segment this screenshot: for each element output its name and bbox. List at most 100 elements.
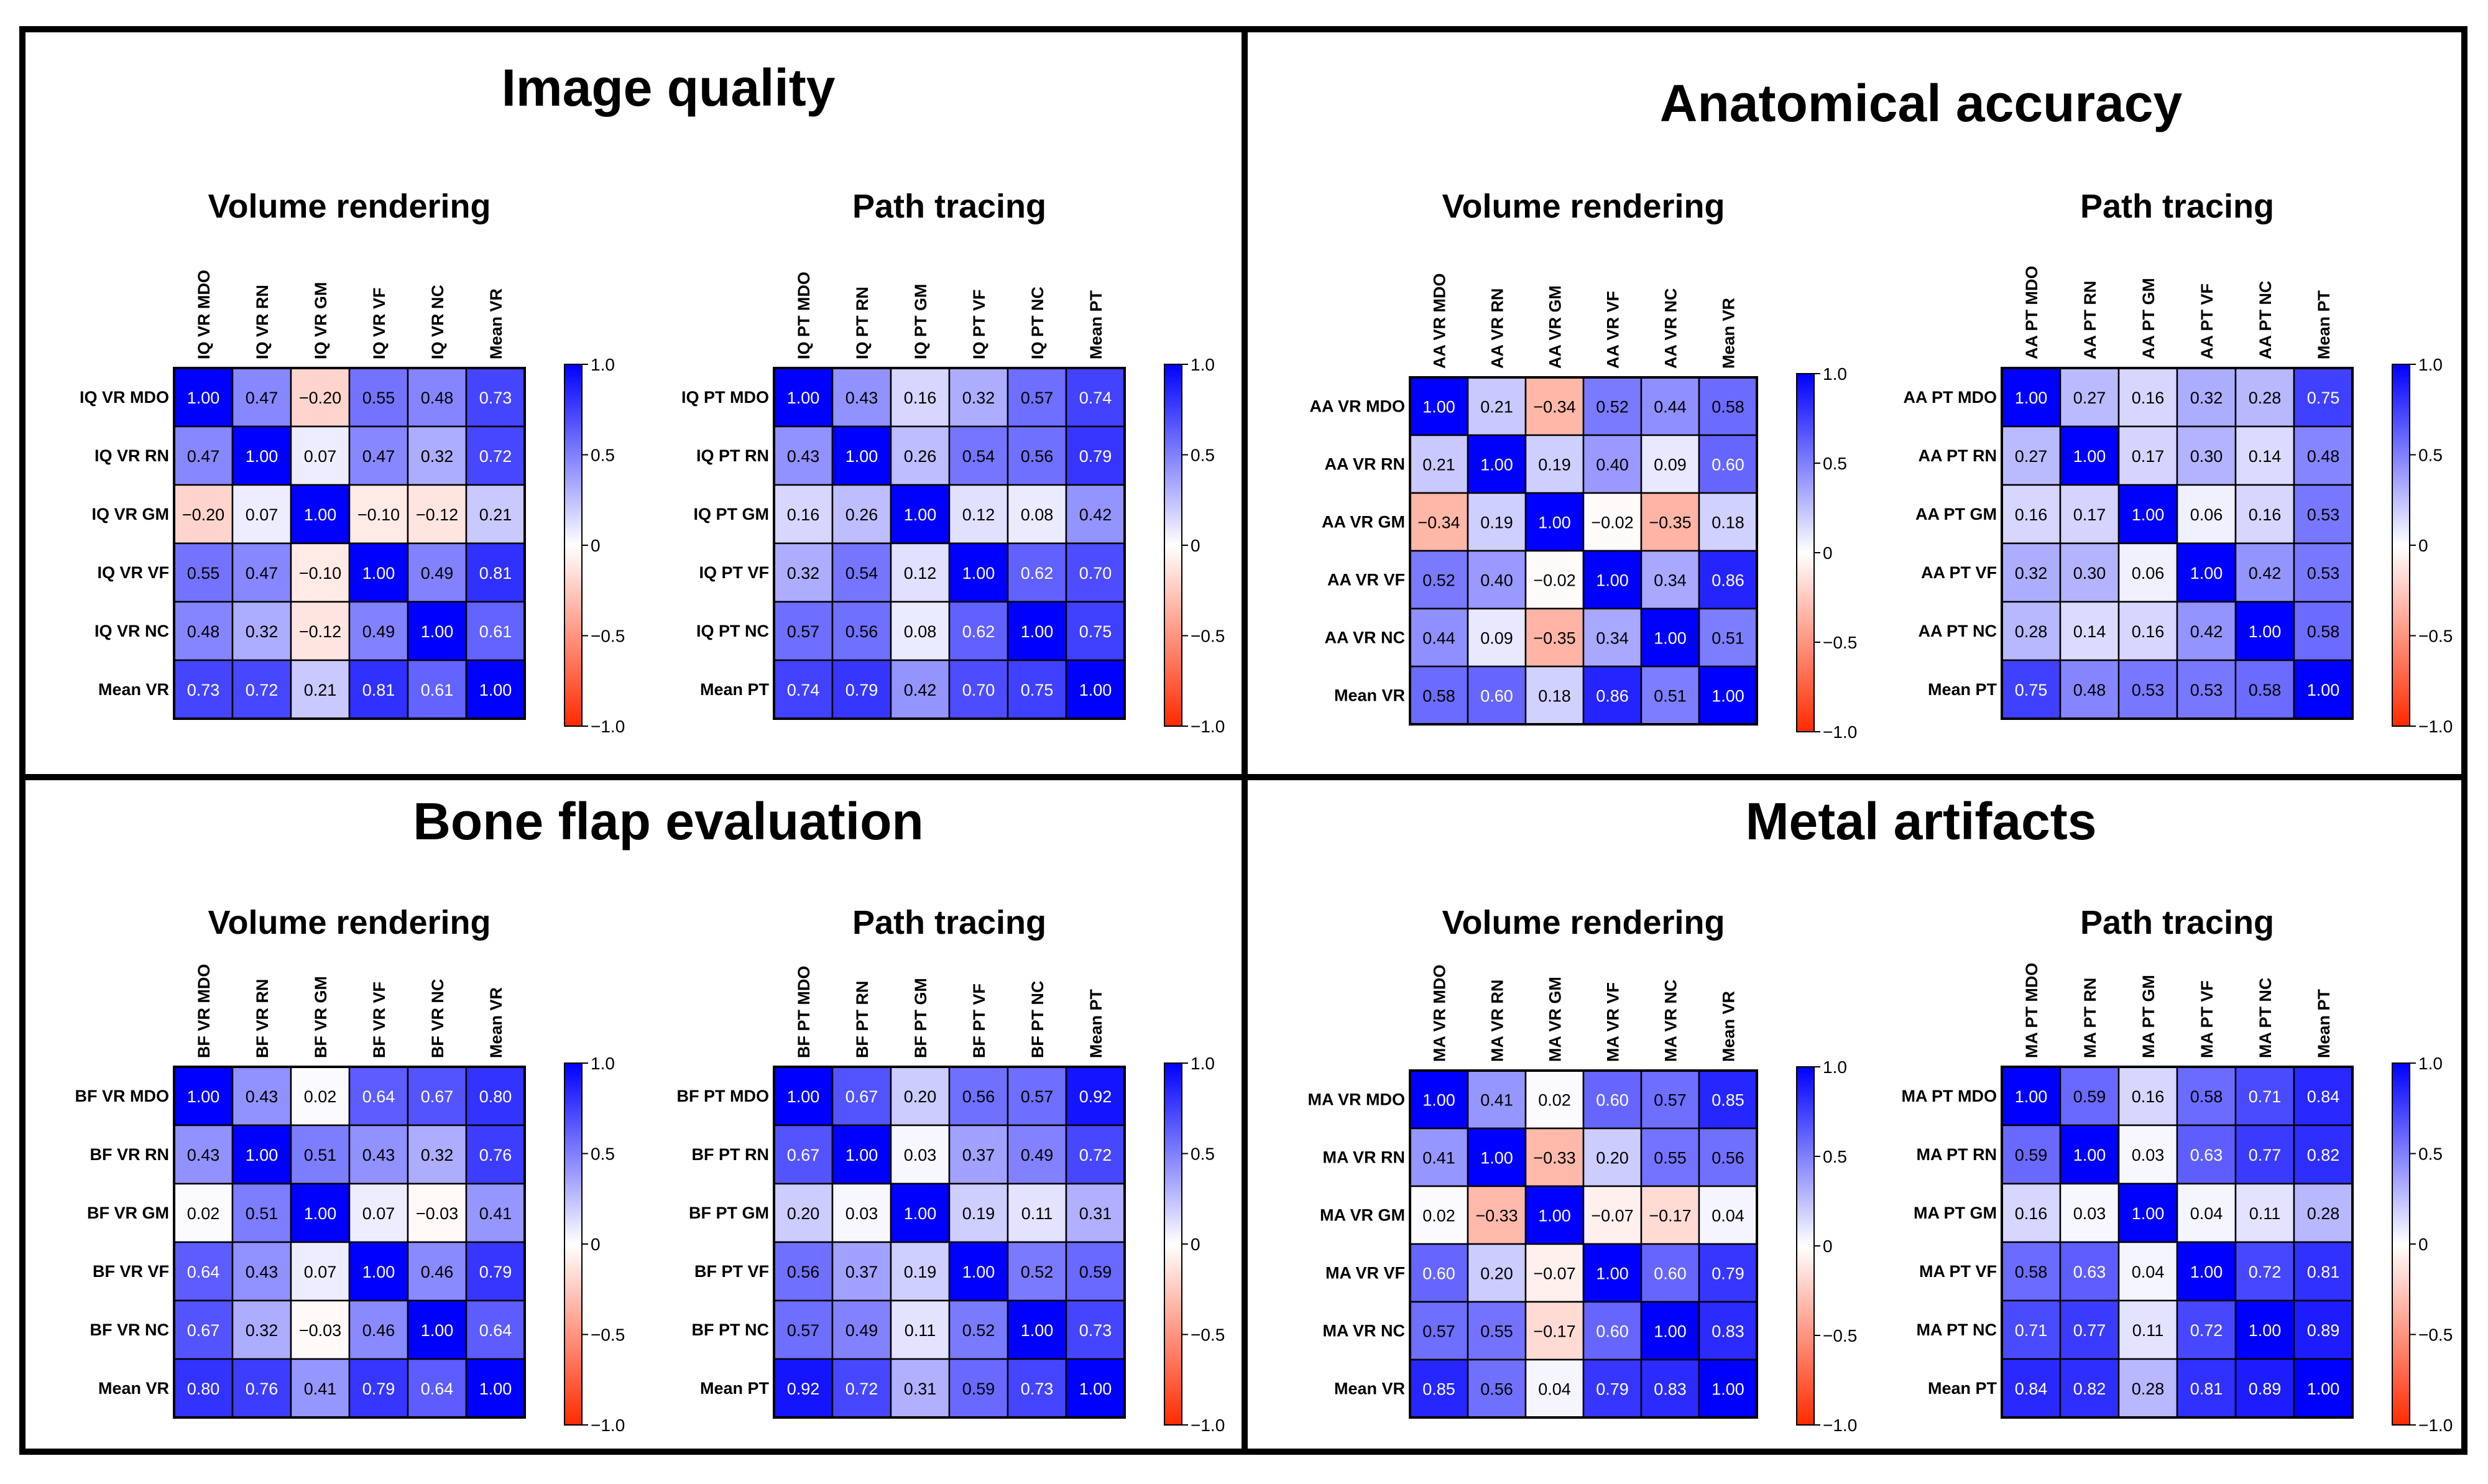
heatmap-cell (407, 1241, 468, 1302)
row-label: IQ PT RN (696, 446, 769, 465)
cell-value: 0.04 (1538, 1380, 1571, 1399)
cell-value: 0.59 (962, 1380, 995, 1398)
column-label: BF PT NC (1028, 981, 1047, 1059)
cell-value: 0.72 (246, 681, 279, 699)
column-label: AA VR RN (1488, 288, 1507, 369)
cell-value: 0.58 (2190, 1087, 2223, 1106)
cell-value: 1.00 (2307, 681, 2340, 699)
cell-value: 0.75 (2015, 681, 2048, 699)
cell-value: 0.11 (1021, 1204, 1053, 1223)
column-label: MA VR RN (1488, 980, 1507, 1062)
row-label: Mean PT (700, 680, 770, 699)
cell-value: 0.41 (304, 1380, 337, 1398)
row-label: IQ PT VF (699, 563, 769, 582)
cell-value: 0.49 (362, 622, 395, 641)
column-label: MA PT MDO (2022, 963, 2041, 1058)
colorbar-tick-label: −1.0 (2418, 717, 2453, 736)
cell-value: 0.79 (1079, 447, 1112, 466)
cell-value: 0.32 (962, 389, 995, 407)
cell-value: 0.72 (2190, 1321, 2223, 1340)
column-label: BF PT VF (970, 984, 988, 1058)
column-label: Mean VR (487, 987, 505, 1058)
cell-value: 0.16 (2015, 505, 2048, 524)
colorbar-tick-label: 0.5 (1823, 1147, 1847, 1166)
heatmap-cell (2293, 1124, 2354, 1185)
heatmap-title: Volume rendering (1442, 904, 1725, 941)
heatmap-cell (890, 659, 951, 720)
heatmap-cell (1467, 492, 1527, 552)
cell-value: 0.16 (2132, 389, 2165, 407)
heatmap-cell (890, 484, 951, 545)
cell-value: 0.46 (421, 1263, 454, 1281)
cell-value: −0.07 (1591, 1207, 1633, 1225)
cell-value: 0.81 (2190, 1380, 2223, 1398)
heatmap-cell (890, 1066, 951, 1127)
heatmap-border (1409, 1069, 1758, 1419)
cell-value: 0.58 (2015, 1263, 2048, 1281)
row-label: IQ VR MDO (80, 388, 169, 407)
cell-value: 1.00 (845, 447, 878, 466)
heatmap-cell (2117, 1182, 2178, 1243)
cell-value: 0.55 (187, 564, 220, 583)
cell-value: 0.64 (421, 1380, 454, 1398)
row-label: Mean VR (1334, 686, 1405, 705)
cell-value: −0.34 (1417, 514, 1460, 532)
heatmap-cell (1065, 542, 1126, 603)
heatmap-cell (290, 1299, 351, 1360)
colorbar: 1.0 0.5 0 −0.5 −1.0 (564, 1054, 625, 1435)
colorbar: 1.0 0.5 0 −0.5 −1.0 (2392, 355, 2453, 736)
cell-value: 0.30 (2073, 564, 2106, 583)
cell-value: 0.74 (787, 681, 820, 699)
cell-value: 1.00 (246, 1146, 279, 1164)
heatmap-cell (1007, 1182, 1067, 1243)
cell-value: −0.02 (1533, 571, 1575, 590)
cell-value: 1.00 (362, 564, 395, 583)
cell-value: 1.00 (787, 389, 820, 407)
cell-value: 1.00 (362, 1263, 395, 1281)
heatmap-cell (348, 1241, 409, 1302)
cell-value: 1.00 (1422, 1091, 1455, 1110)
cell-value: 1.00 (1538, 1207, 1571, 1225)
heatmap-cell (831, 484, 892, 545)
heatmap-cell (2176, 1358, 2237, 1419)
heatmap-cell (890, 1358, 951, 1419)
heatmap-cell (348, 542, 409, 603)
cell-value: 0.92 (787, 1380, 820, 1398)
cell-value: 1.00 (904, 505, 937, 524)
cell-value: 0.70 (1079, 564, 1112, 583)
column-label: Mean PT (1087, 290, 1105, 359)
cell-value: 0.47 (187, 447, 220, 466)
cell-value: −0.03 (416, 1204, 458, 1223)
panel-title: Image quality (502, 58, 836, 117)
cell-value: 0.89 (2307, 1321, 2340, 1340)
row-label: MA VR RN (1323, 1148, 1406, 1167)
cell-value: 0.44 (1422, 629, 1455, 648)
row-label: AA PT VF (1921, 563, 1997, 582)
colorbar-tick-label: 1.0 (1823, 364, 1847, 384)
heatmap-cell (1698, 550, 1758, 610)
heatmap-cell (948, 1241, 1009, 1302)
heatmap-cell (231, 1182, 292, 1243)
row-label: BF VR GM (87, 1204, 169, 1222)
cell-value: −0.33 (1533, 1149, 1575, 1168)
heatmap-cell (2059, 484, 2120, 545)
colorbar: 1.0 0.5 0 −0.5 −1.0 (1164, 1054, 1225, 1435)
heatmap-cell (1524, 665, 1585, 726)
row-label: Mean PT (1928, 1379, 1997, 1398)
colorbar-tick-label: −1.0 (1191, 717, 1225, 736)
heatmap-cell (2001, 1066, 2062, 1127)
cell-value: 0.06 (2132, 564, 2165, 583)
cell-value: 0.59 (2015, 1146, 2048, 1164)
heatmap-cell (1524, 376, 1585, 436)
heatmap-cell (2293, 1066, 2354, 1127)
column-label: BF VR VF (370, 982, 389, 1058)
column-label: IQ PT NC (1028, 287, 1047, 359)
heatmap-cell (2234, 1358, 2295, 1419)
cell-value: 0.42 (2190, 622, 2223, 641)
cell-value: −0.17 (1649, 1207, 1691, 1225)
heatmap-cell (407, 1182, 468, 1243)
heatmap-cell (1409, 1243, 1469, 1303)
heatmap-cell (173, 367, 234, 428)
